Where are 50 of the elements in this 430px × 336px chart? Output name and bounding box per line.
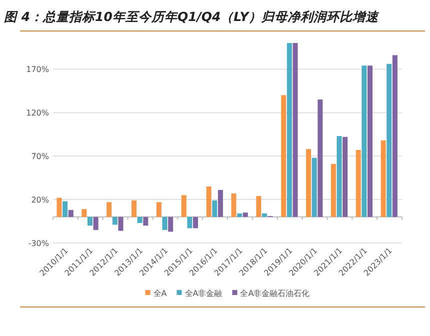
bar xyxy=(306,149,312,217)
y-tick-label: 70% xyxy=(31,152,50,162)
legend-label: 全A非金融石油石化 xyxy=(240,289,310,298)
bar xyxy=(342,136,348,217)
bar xyxy=(392,55,398,217)
bar xyxy=(193,216,198,228)
bar xyxy=(206,186,212,217)
y-tick-label: 20% xyxy=(31,196,50,205)
bar xyxy=(143,216,148,226)
bar xyxy=(212,200,218,217)
y-tick-label: 120% xyxy=(26,108,50,118)
bar xyxy=(262,213,267,217)
bar xyxy=(187,216,192,228)
bar xyxy=(56,198,62,217)
legend-label: 全A非金融 xyxy=(184,289,222,298)
chart-title: 图 4：总量指标10年至今历年Q1/Q4（LY）归母净利润环比增速 xyxy=(4,9,380,24)
bar xyxy=(356,150,361,217)
bar xyxy=(242,212,248,217)
bar xyxy=(87,216,92,226)
bar xyxy=(181,195,186,217)
legend-label: 全A xyxy=(153,289,168,298)
bar xyxy=(137,216,142,223)
bar xyxy=(380,140,386,217)
bar xyxy=(168,216,174,232)
bar xyxy=(312,158,317,217)
bar xyxy=(318,100,323,217)
bar xyxy=(68,210,74,217)
bar xyxy=(237,213,242,217)
bar xyxy=(132,200,137,217)
bar xyxy=(362,66,367,217)
bar xyxy=(156,202,162,217)
bar xyxy=(112,216,118,225)
bar xyxy=(281,95,286,217)
y-tick-label: 170% xyxy=(26,65,50,74)
bar xyxy=(336,136,342,217)
bar xyxy=(231,193,236,217)
bar xyxy=(106,202,112,217)
bar xyxy=(256,196,262,217)
bar xyxy=(118,216,124,231)
bar xyxy=(93,216,98,230)
bar xyxy=(62,201,68,217)
bar xyxy=(162,216,168,230)
bar xyxy=(330,164,336,217)
bar xyxy=(218,190,223,217)
y-tick-label: -30% xyxy=(28,239,50,248)
bar xyxy=(286,43,292,217)
bar xyxy=(82,209,87,217)
bar xyxy=(368,66,373,217)
bar xyxy=(292,43,298,217)
bar xyxy=(386,64,392,217)
